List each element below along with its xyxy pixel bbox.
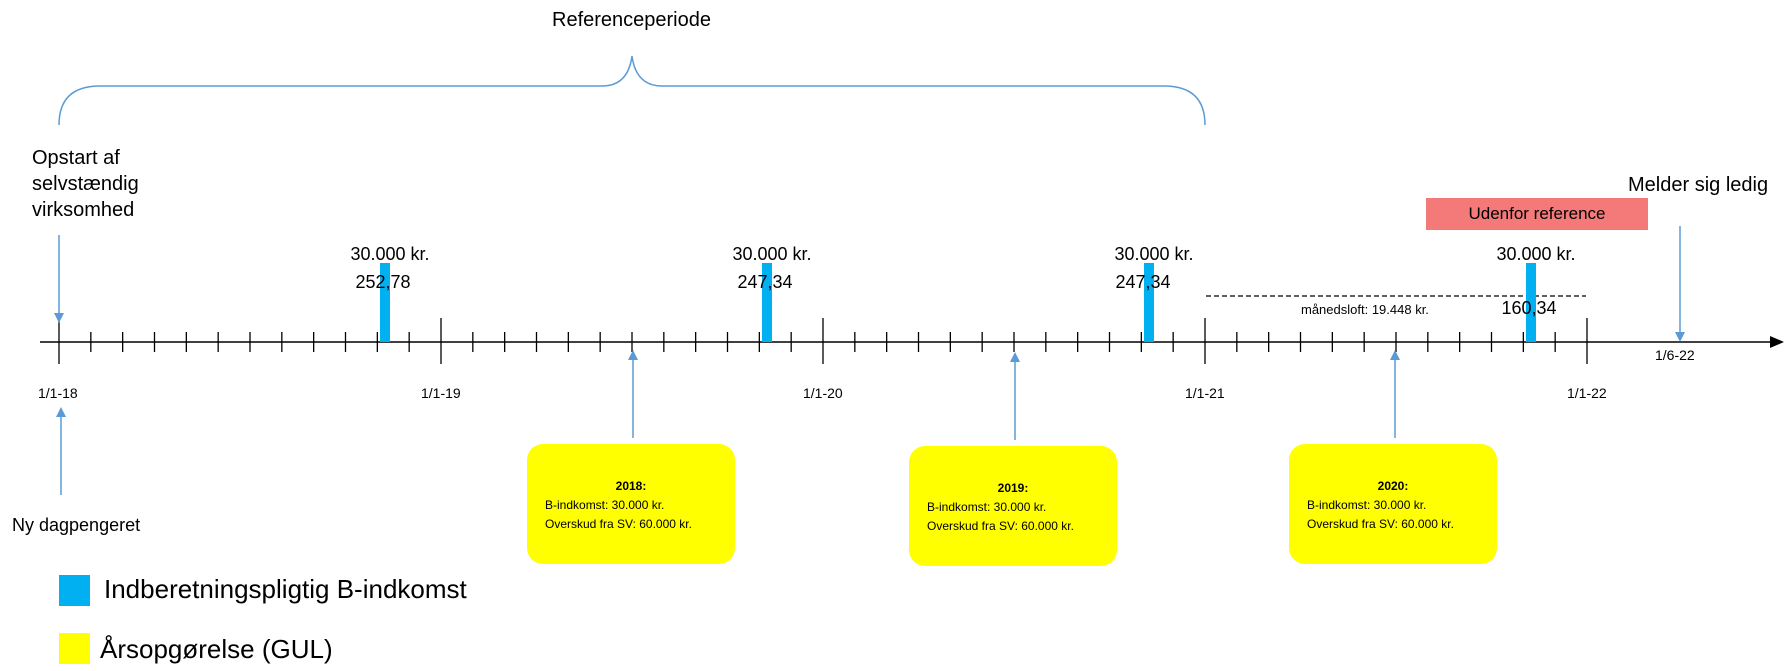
statement-line1: B-indkomst: 30.000 kr. [927,500,1047,514]
tick-label-2018: 1/1-18 [38,385,78,401]
income-sub-2018: 252,78 [355,272,411,292]
income-bar-2021 [1526,263,1536,342]
income-bar-2020 [1144,263,1154,342]
tick-label-2019: 1/1-19 [421,385,461,401]
statement-line2: Overskud fra SV: 60.000 kr. [1307,517,1454,531]
income-amount-2019: 30.000 kr. [732,244,812,264]
statement-line1: B-indkomst: 30.000 kr. [545,498,665,512]
income-sub-2019: 247,34 [737,272,793,292]
monthly-cap-label: månedsloft: 19.448 kr. [1301,302,1429,317]
tick-label-end: 1/6-22 [1655,347,1695,363]
reference-period-label: Referenceperiode [552,9,711,31]
reference-period-brace [58,55,1206,126]
income-sub-2020: 247,34 [1115,272,1171,292]
tick-label-2021: 1/1-21 [1185,385,1225,401]
new-right-label: Ny dagpengeret [12,515,141,535]
statement-box-2019: 2019: B-indkomst: 30.000 kr. Overskud fr… [909,446,1117,566]
income-amount-2020: 30.000 kr. [1114,244,1194,264]
income-amount-2021: 30.000 kr. [1496,244,1576,264]
end-label: Melder sig ledig [1628,174,1769,196]
income-bar-2018 [380,263,390,342]
statement-year: 2020: [1377,479,1409,493]
income-bar-2019 [762,263,772,342]
income-amount-2018: 30.000 kr. [350,244,430,264]
income-sub-2021: 160,34 [1501,298,1557,318]
statement-line2: Overskud fra SV: 60.000 kr. [545,517,692,531]
start-label: Opstart af selvstændig virksomhed [32,147,139,221]
month-ticks [58,318,1588,364]
tick-label-2020: 1/1-20 [803,385,843,401]
statement-year: 2018: [615,479,647,493]
statement-year: 2019: [997,481,1029,495]
tick-label-2022: 1/1-22 [1567,385,1607,401]
legend-label-income: Indberetningspligtig B-indkomst [104,574,467,604]
legend-label-statement: Årsopgørelse (GUL) [100,634,333,664]
legend-swatch-income [59,575,90,606]
statement-line1: B-indkomst: 30.000 kr. [1307,498,1427,512]
statement-line2: Overskud fra SV: 60.000 kr. [927,519,1074,533]
legend-swatch-statement [59,633,90,664]
outside-reference-badge: Udenfor reference [1426,198,1648,230]
statement-box-2018: 2018: B-indkomst: 30.000 kr. Overskud fr… [527,444,735,564]
statement-box-2020: 2020: B-indkomst: 30.000 kr. Overskud fr… [1289,444,1497,564]
